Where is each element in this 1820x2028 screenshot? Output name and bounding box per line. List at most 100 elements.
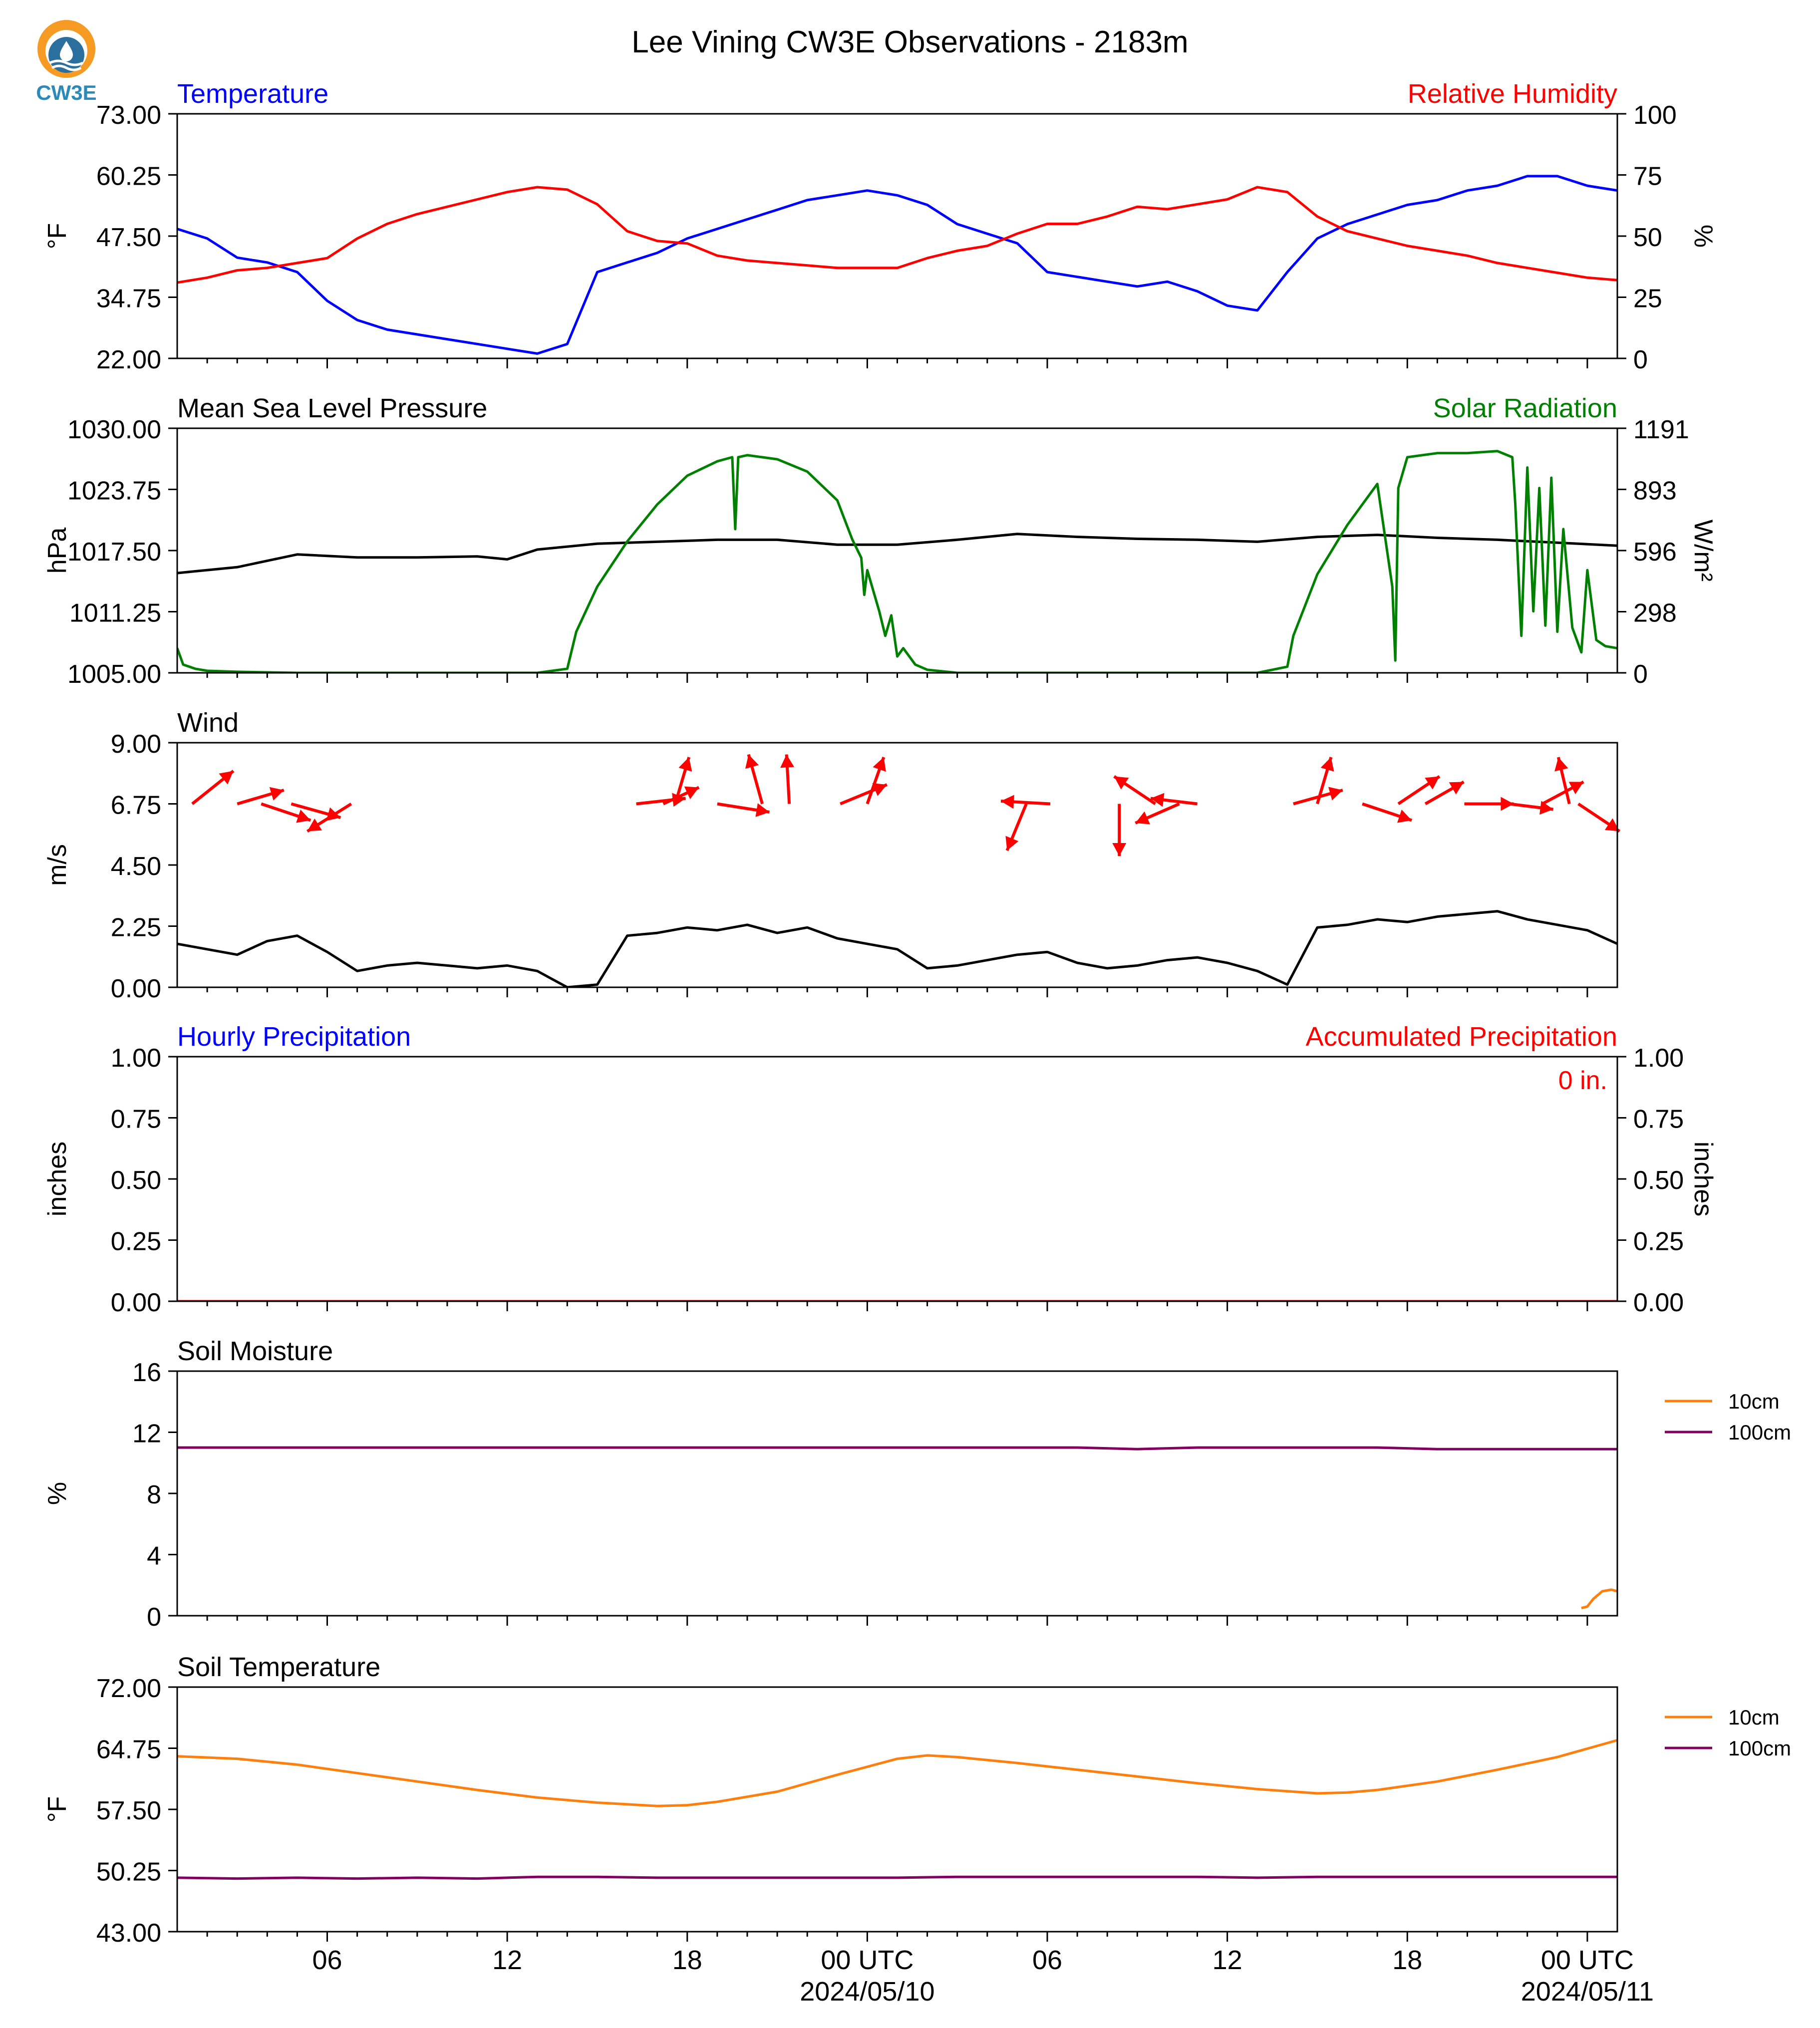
legend-label: 100cm	[1728, 1421, 1791, 1444]
panel-frame	[176, 113, 1618, 359]
y-tick-label: 1005.00	[67, 660, 161, 689]
y-tick-label: 0.50	[111, 1166, 161, 1195]
wind-arrow	[717, 802, 770, 817]
wind-arrow	[662, 786, 700, 806]
y-tick-label: 60.25	[96, 162, 161, 191]
y-tick-label: 64.75	[96, 1736, 161, 1764]
series-line-wind	[177, 910, 1617, 987]
series-line-solar-radiation	[177, 450, 1617, 673]
x-date-label: 2024/05/11	[1521, 1977, 1654, 2007]
y-tick-label: 12	[132, 1420, 161, 1449]
wind-arrow	[191, 770, 235, 805]
wind-arrow	[1464, 797, 1514, 811]
y-tick-label-right: 50	[1633, 223, 1662, 252]
panel-title-left: Soil Moisture	[177, 1336, 333, 1366]
y-tick-label-right: 893	[1633, 477, 1677, 506]
wind-arrow	[1362, 802, 1413, 823]
legend: 10cm 100cm	[1665, 1706, 1791, 1760]
wind-arrow	[237, 787, 285, 806]
wind-arrow	[780, 754, 795, 804]
y-tick-label-right: 1191	[1633, 415, 1689, 444]
wind-arrow	[1000, 795, 1051, 809]
y-tick-label: 47.50	[96, 223, 161, 252]
series-line-10cm	[177, 1738, 1617, 1807]
wind-arrow	[1005, 803, 1028, 852]
y-tick-label: 57.50	[96, 1796, 161, 1825]
x-tick-label: 00 UTC	[821, 1945, 913, 1975]
y-tick-label: 2.25	[111, 913, 161, 942]
series-line-temperature	[177, 175, 1617, 355]
panel-title-left: Soil Temperature	[177, 1652, 380, 1682]
y-tick-label: 0.00	[111, 1288, 161, 1317]
panel-4: 1.00 0.75 0.50 0.25 0.00 1.00 0.75 0.50 0.25 0.00…	[43, 1022, 1718, 1317]
x-tick-label: 06	[1032, 1945, 1062, 1975]
y-tick-label-right: 25	[1633, 285, 1662, 313]
y-tick-label: 1030.00	[67, 415, 161, 444]
y-tick-label-right: 0.50	[1633, 1166, 1684, 1195]
y-tick-label-right: 100	[1633, 101, 1677, 130]
y-tick-label-right: 0	[1633, 345, 1648, 374]
x-tick-label: 00 UTC	[1541, 1945, 1634, 1975]
wind-arrow	[1577, 803, 1621, 833]
wind-arrow	[261, 802, 311, 823]
panel-frame	[176, 427, 1618, 674]
wind-arrow	[1135, 802, 1180, 825]
y-tick-label: 73.00	[96, 101, 161, 130]
y-tick-label-right: 0.25	[1633, 1227, 1684, 1256]
y-tick-label-right: 1.00	[1633, 1044, 1684, 1073]
y-tick-label-right: 0	[1633, 660, 1648, 689]
y-tick-label: 6.75	[111, 791, 161, 820]
accumulated-total-label: 0 in.	[1558, 1066, 1607, 1095]
y-axis-label: inches	[43, 1142, 72, 1216]
panel-title-left: Wind	[177, 708, 239, 738]
y-tick-label-right: 0.00	[1633, 1288, 1684, 1317]
y-tick-label: 1023.75	[67, 477, 161, 506]
y-tick-label: 0.00	[111, 974, 161, 1003]
wind-arrow	[1316, 757, 1334, 805]
y-tick-label: 0	[147, 1603, 161, 1632]
wind-arrow	[1113, 775, 1157, 805]
wind-arrow	[1112, 804, 1127, 856]
legend: 10cm 100cm	[1665, 1390, 1791, 1444]
x-tick-label: 12	[1213, 1945, 1242, 1975]
x-date-label: 2024/05/10	[800, 1977, 934, 2007]
panel-6: 72.00 64.75 57.50 50.25 43.00 Soil Temperatur…	[43, 1652, 1791, 1948]
series-line-relative-humidity	[177, 186, 1617, 284]
panel-frame	[176, 1686, 1618, 1933]
panel-frame	[176, 1370, 1618, 1617]
cw3e-logo: CW3E	[36, 20, 97, 104]
wind-arrow	[673, 757, 692, 805]
x-tick-label: 06	[312, 1945, 342, 1975]
y-axis-label: hPa	[43, 528, 72, 574]
y-tick-label: 43.00	[96, 1919, 161, 1948]
y-axis-label: %	[43, 1482, 72, 1505]
legend-label: 10cm	[1728, 1390, 1780, 1413]
logo-drop-icon	[60, 41, 73, 61]
panel-title-left: Hourly Precipitation	[177, 1022, 411, 1052]
panel-title-left: Mean Sea Level Pressure	[177, 393, 487, 423]
y-axis-label-right: W/m²	[1689, 520, 1718, 581]
wind-arrow	[1424, 780, 1465, 806]
panel-title-right: Relative Humidity	[1408, 79, 1617, 109]
wind-arrow	[1541, 780, 1584, 806]
x-tick-label: 12	[492, 1945, 522, 1975]
y-tick-label: 1017.50	[67, 538, 161, 567]
series-line-100cm	[177, 1875, 1617, 1880]
y-tick-label-right: 75	[1633, 162, 1662, 191]
series-line-10cm	[1581, 1588, 1617, 1610]
y-tick-label-right: 0.75	[1633, 1105, 1684, 1134]
series-line-mean-sea-level-pressure	[177, 533, 1617, 575]
legend-label: 10cm	[1728, 1706, 1780, 1729]
panel-2: 1030.00 1023.75 1017.50 1011.25 1005.00 1191 8…	[43, 393, 1718, 689]
y-tick-label: 1.00	[111, 1044, 161, 1073]
panel-title-right: Accumulated Precipitation	[1306, 1022, 1617, 1052]
y-tick-label: 22.00	[96, 345, 161, 374]
wind-arrow	[1397, 775, 1441, 805]
y-tick-label-right: 298	[1633, 599, 1677, 628]
wind-arrow	[1150, 793, 1198, 807]
y-tick-label: 1011.25	[69, 599, 161, 628]
y-axis-label: m/s	[43, 844, 72, 886]
y-tick-label: 9.00	[111, 730, 161, 759]
x-tick-label: 18	[1392, 1945, 1422, 1975]
